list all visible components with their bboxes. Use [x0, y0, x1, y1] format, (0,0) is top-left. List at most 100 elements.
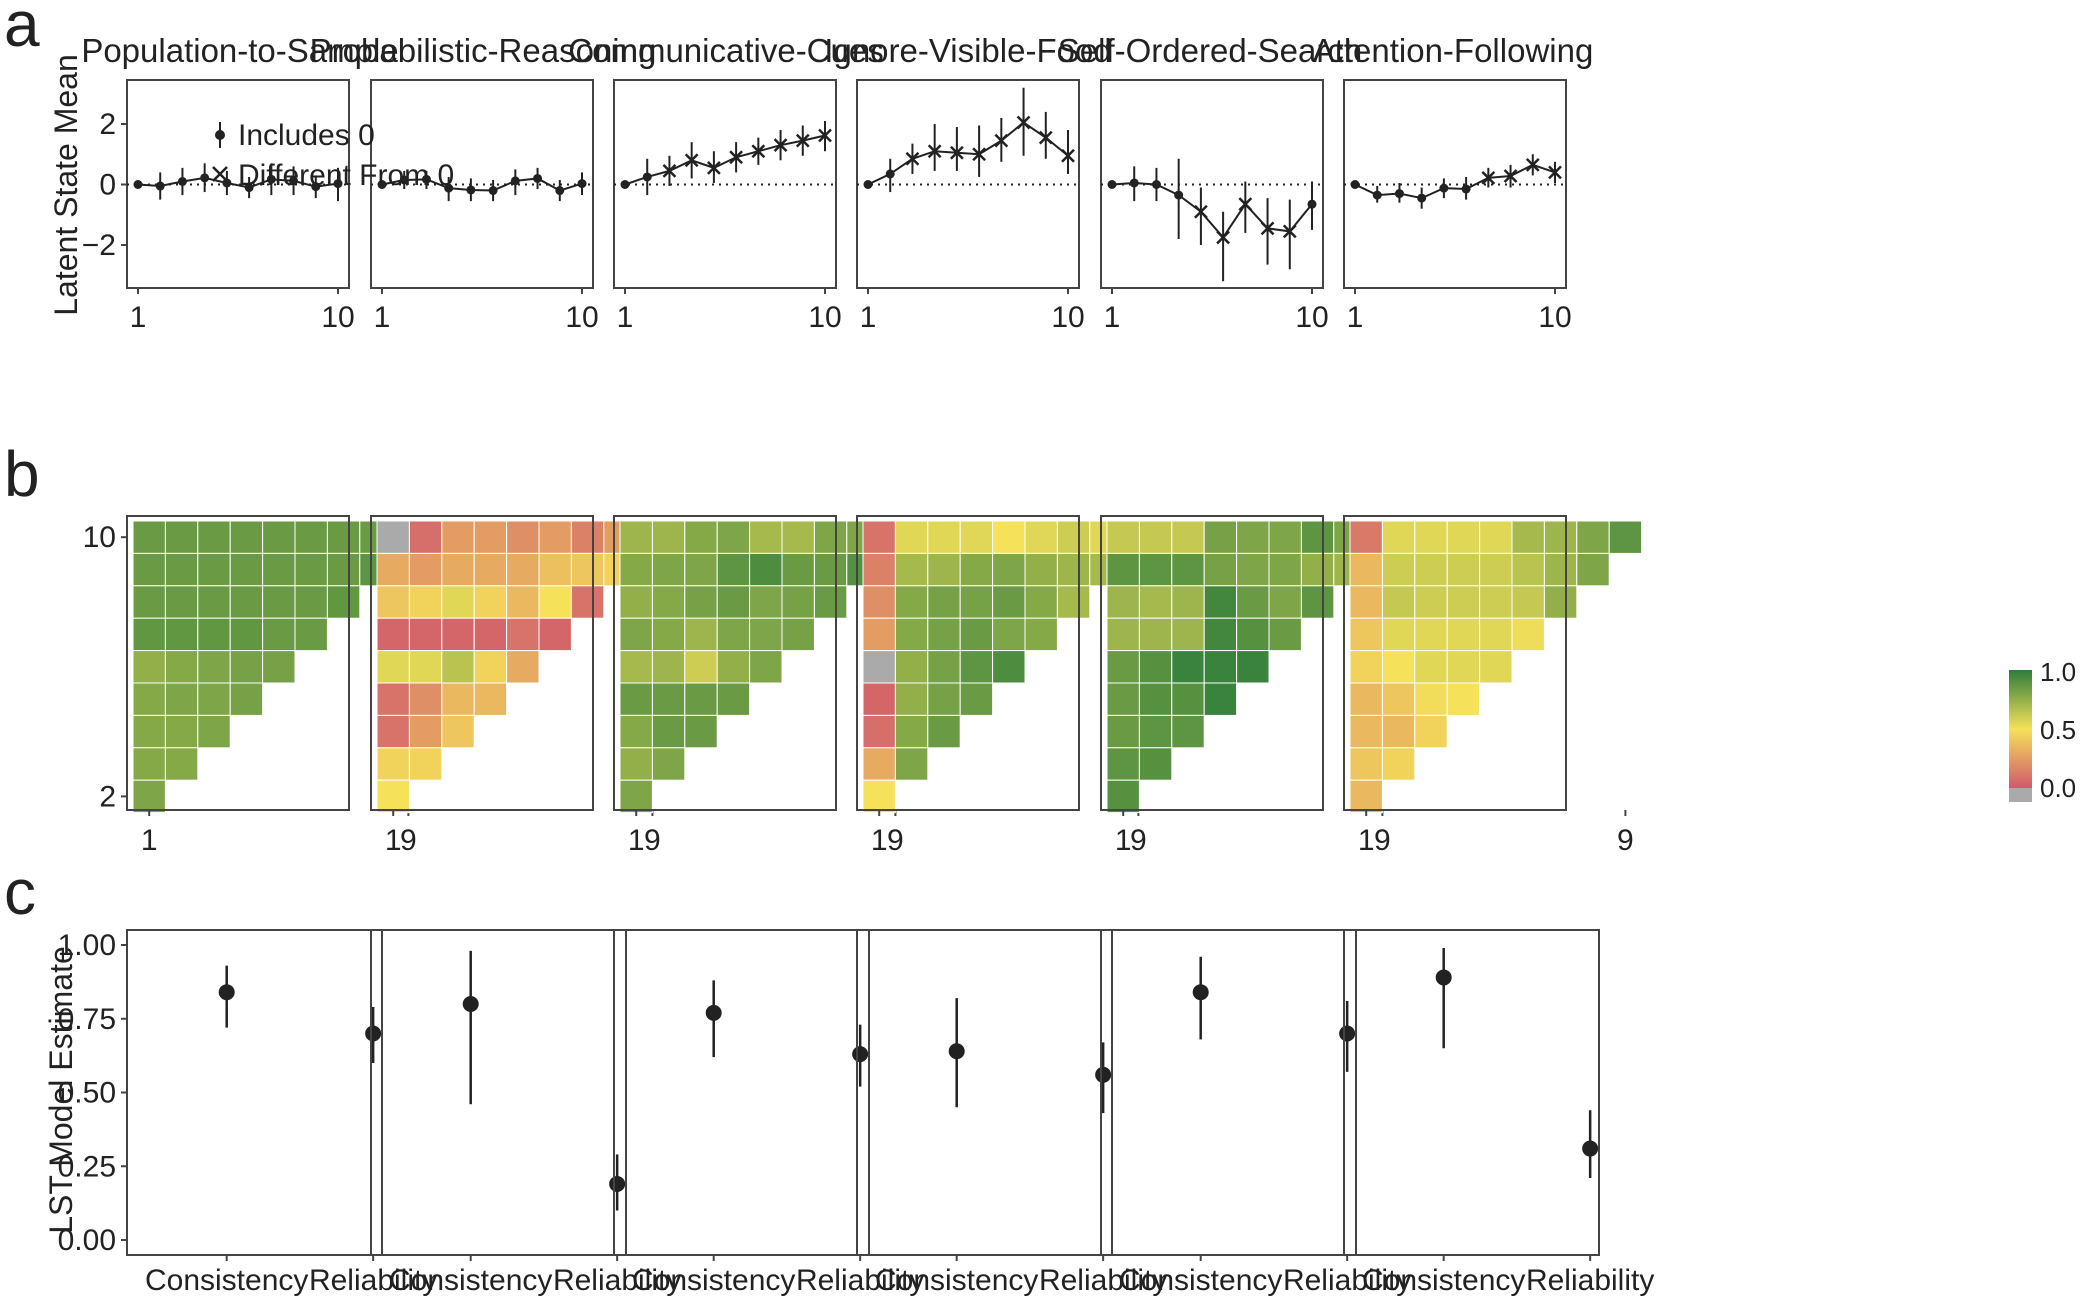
facet-frame [613, 929, 870, 1256]
heatmap-cell [294, 585, 328, 619]
heatmap-cell [894, 650, 929, 684]
heatmap-cell [992, 650, 1026, 684]
heatmap-cell [619, 552, 653, 587]
x-tick-label: 9 [644, 824, 661, 857]
heatmap-cell [538, 585, 572, 619]
heatmap-cell [1106, 552, 1140, 587]
heatmap-cell [538, 520, 572, 554]
heatmap-cell [959, 617, 994, 652]
heatmap-cell [894, 682, 929, 716]
point-includes-0 [421, 174, 431, 184]
heatmap-cell [197, 617, 231, 652]
heatmap-cell [927, 682, 961, 716]
heatmap-cell [408, 552, 443, 587]
heatmap-cell [570, 552, 605, 587]
point-includes-0 [1417, 193, 1427, 203]
heatmap-cell [1203, 585, 1238, 619]
heatmap-cell [1511, 552, 1545, 587]
point-different-from-0 [818, 128, 832, 143]
point-includes-0 [885, 169, 895, 179]
heatmap-cell [1414, 714, 1448, 749]
point-includes-0 [444, 183, 454, 193]
heatmap-cell [1479, 552, 1513, 587]
series-line [1354, 163, 1556, 200]
heatmap-cell [781, 617, 815, 652]
facet-frame [1343, 929, 1600, 1256]
heatmap-cell [619, 779, 653, 814]
facet-c-3: Consistency Reliability [613, 929, 924, 1297]
estimate-point [1582, 1140, 1599, 1157]
point-includes-0 [1372, 190, 1382, 200]
facet-c-4: Consistency Reliability [856, 929, 1167, 1297]
heatmap-cell [1479, 520, 1513, 554]
heatmap-cell [197, 682, 231, 716]
heatmap-cell [716, 682, 751, 716]
heatmap-cell [132, 779, 166, 814]
point-different-from-0 [1194, 204, 1208, 219]
heatmap-cell [1349, 520, 1383, 554]
heatmap-cell [164, 585, 199, 619]
heatmap-cell [862, 520, 896, 554]
heatmap-cell [132, 714, 166, 749]
heatmap-cell [1106, 585, 1140, 619]
x-tick-label: Reliability [1039, 1264, 1167, 1297]
point-includes-0 [244, 183, 254, 193]
heatmap-cell [716, 617, 751, 652]
heatmap-cell [1268, 617, 1302, 652]
heatmap-cell [1414, 520, 1448, 554]
facet-title: Ignore-Visible-Food [824, 32, 1111, 69]
colorbar-scale [2009, 670, 2032, 788]
heatmap-cell [781, 585, 815, 619]
heatmap-cell [408, 617, 443, 652]
legend-label: Different From 0 [238, 159, 454, 192]
heatmap-cell [506, 650, 540, 684]
point-different-from-0 [707, 160, 721, 175]
facet-frame [370, 929, 627, 1256]
x-tick-label: 1 [385, 824, 402, 857]
heatmap-cell [326, 520, 361, 554]
heatmap-cell [1381, 747, 1416, 781]
heatmap-cell [1138, 714, 1173, 749]
point-includes-0 [533, 173, 543, 183]
x-tick-label: 9 [1617, 824, 1634, 857]
facet-title: Self-Ordered-Search [1058, 32, 1362, 69]
y-tick-label: 2 [99, 780, 116, 813]
heatmap-cell [1203, 682, 1238, 716]
heatmap-cell [262, 552, 296, 587]
heatmap-cell [927, 520, 961, 554]
facet-title: Population-to-Sample [81, 32, 398, 69]
facet-c-6: Consistency Reliability [1343, 929, 1654, 1297]
heatmap-cell [376, 585, 410, 619]
x-tick-label: 9 [1130, 824, 1147, 857]
x-tick-label: 1 [374, 301, 391, 334]
heatmap-cell [132, 552, 166, 587]
point-different-from-0 [950, 145, 964, 160]
heatmap-cell [716, 520, 751, 554]
x-tick-label: 10 [808, 301, 841, 334]
heatmap-cell [927, 552, 961, 587]
heatmap-cell [506, 585, 540, 619]
heatmap-cell [164, 650, 199, 684]
heatmap-cell [619, 617, 653, 652]
heatmap-cell [1381, 520, 1416, 554]
heatmap-cell [1171, 714, 1205, 749]
facet-a-3: Communicative-Cues 1 10 [568, 32, 883, 334]
heatmap-cell [376, 682, 410, 716]
heatmap-cell [441, 682, 475, 716]
x-tick-label: Consistency [1362, 1264, 1525, 1297]
estimate-point [365, 1025, 382, 1042]
x-tick-label: 10 [321, 301, 354, 334]
heatmap-cell [1446, 617, 1481, 652]
heatmap-cell [1203, 552, 1238, 587]
point-different-from-0 [773, 138, 788, 153]
heatmap-cell [1511, 520, 1545, 554]
heatmap-cell [197, 714, 231, 749]
point-includes-0 [333, 179, 343, 189]
colorbar-label: 0.5 [2040, 715, 2076, 745]
heatmap-cell [164, 617, 199, 652]
heatmap-cell [1446, 520, 1481, 554]
x-tick-label: 9 [400, 824, 417, 857]
point-includes-0 [466, 185, 476, 195]
